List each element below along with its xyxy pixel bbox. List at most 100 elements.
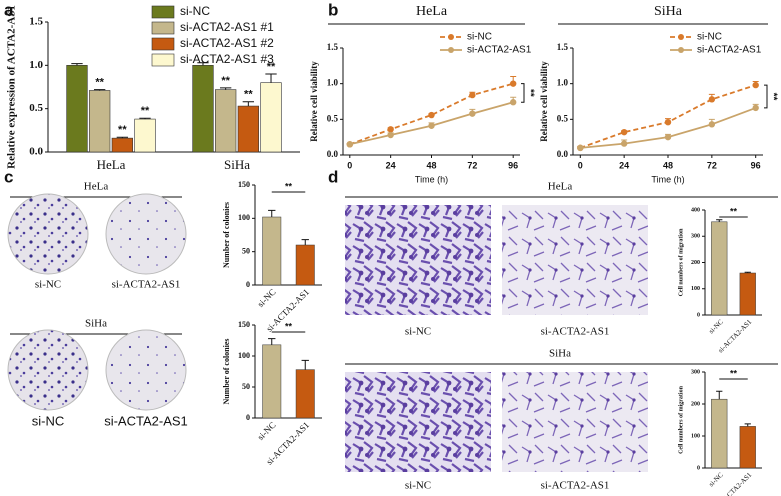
y-tick-label: 50 (242, 382, 250, 391)
legend-marker (678, 47, 684, 53)
point (752, 104, 759, 112)
point (577, 144, 584, 152)
y-axis-label: Relative cell viability (309, 61, 319, 142)
significance: ** (141, 105, 150, 117)
x-tick-label: 96 (508, 160, 518, 170)
photo-caption: si-ACTA2-AS1 (112, 279, 181, 291)
bar (215, 89, 237, 153)
y-tick-label: 0 (697, 465, 700, 471)
bar (295, 369, 315, 419)
panel-label: a (4, 0, 14, 19)
y-tick-label: 0 (697, 312, 700, 318)
legend-label: si-ACTA2-AS1 #2 (180, 36, 274, 50)
legend-label: si-NC (180, 4, 210, 18)
bar (739, 272, 756, 316)
bar (260, 82, 282, 153)
panel-label: b (328, 0, 338, 19)
y-axis-label: Relative expression of ACTA2-AS1 (6, 5, 18, 169)
point (387, 126, 394, 133)
legend-swatch (151, 21, 175, 35)
photo-caption: si-ACTA2-AS1 (104, 413, 188, 428)
y-tick-label: 200 (691, 260, 700, 266)
error-bar (139, 117, 151, 120)
legend-marker (448, 47, 454, 53)
y-tick-label: 0 (246, 413, 250, 422)
y-tick-label: 100 (238, 351, 250, 360)
y-tick-label: 1.5 (29, 16, 43, 28)
point (509, 80, 517, 87)
point (428, 122, 435, 129)
legend-label: si-ACTA2-AS1 #3 (180, 52, 274, 66)
y-axis-label: Cell numbers of migration (678, 385, 684, 453)
y-tick-label: 150 (238, 180, 250, 189)
y-axis-label: Number of colonies (222, 202, 231, 268)
bar (711, 221, 728, 316)
point (469, 110, 476, 117)
significance: ** (285, 321, 293, 331)
bar (192, 65, 214, 153)
point (469, 91, 476, 99)
section-title: HeLa (548, 181, 573, 193)
x-tick-label: 48 (663, 160, 673, 170)
error-bar (301, 359, 309, 370)
y-tick-label: 0.0 (557, 149, 569, 159)
x-tick-label: 0 (347, 160, 352, 170)
error-bar (93, 89, 106, 91)
error-bar (744, 423, 751, 427)
x-tick-label: 0 (578, 160, 583, 170)
y-tick-label: 1.5 (557, 42, 569, 52)
point (708, 96, 716, 103)
bar (237, 105, 259, 153)
error-bar (242, 101, 255, 107)
significance-bracket (764, 84, 768, 109)
y-axis-label: Number of colonies (222, 338, 231, 404)
photo-caption: si-NC (405, 480, 431, 492)
y-axis-label: Relative cell viability (539, 61, 549, 142)
point (708, 121, 716, 128)
error-bar (116, 136, 129, 139)
error-bar (744, 271, 751, 273)
photo-caption: si-ACTA2-AS1 (541, 326, 610, 338)
migration-photo (345, 372, 491, 472)
significance: ** (267, 61, 276, 73)
colony-photo (105, 329, 187, 411)
y-tick-label: 200 (691, 401, 700, 407)
section-title: SiHa (549, 348, 571, 360)
photo-caption: si-NC (32, 413, 65, 428)
x-axis-label: Time (h) (415, 174, 448, 184)
panel-label: d (328, 167, 338, 186)
significance: ** (285, 181, 293, 191)
point (664, 118, 672, 126)
legend-label: si-NC (697, 32, 722, 43)
point (664, 133, 672, 141)
point (387, 131, 394, 139)
legend-label: si-ACTA2-AS1 #1 (180, 20, 274, 34)
point (428, 111, 435, 119)
y-tick-label: 0.0 (29, 146, 43, 158)
line (349, 82, 514, 146)
x-tick-label: si-NC (707, 318, 725, 336)
legend-marker (678, 34, 684, 40)
migration-photo (345, 205, 491, 315)
point (620, 128, 628, 136)
section-title: SiHa (85, 318, 107, 330)
point (620, 140, 628, 147)
y-tick-label: 400 (691, 207, 700, 213)
point (509, 99, 517, 106)
colony-photo (7, 329, 89, 411)
error-bar (71, 63, 83, 66)
significance: ** (95, 77, 104, 89)
section-title: HeLa (84, 181, 109, 193)
y-tick-label: 1.0 (29, 59, 43, 71)
error-bar (716, 390, 723, 400)
y-tick-label: 0.0 (327, 149, 339, 159)
bar (262, 216, 282, 286)
error-bar (219, 87, 232, 90)
legend-swatch (151, 5, 175, 19)
x-tick-label: 96 (751, 160, 761, 170)
y-tick-label: 1.0 (327, 78, 339, 88)
x-tick-label: SiHa (224, 157, 250, 172)
y-tick-label: 0 (246, 280, 250, 289)
significance: ** (118, 124, 127, 136)
